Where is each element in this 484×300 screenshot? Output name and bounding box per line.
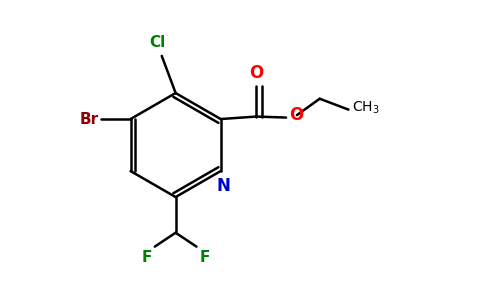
Text: CH$_3$: CH$_3$ [352, 99, 380, 116]
Text: Cl: Cl [150, 35, 166, 50]
Text: F: F [199, 250, 210, 265]
Text: O: O [249, 64, 263, 82]
Text: N: N [216, 177, 230, 195]
Text: Br: Br [79, 112, 98, 127]
Text: F: F [141, 250, 152, 265]
Text: O: O [289, 106, 303, 124]
